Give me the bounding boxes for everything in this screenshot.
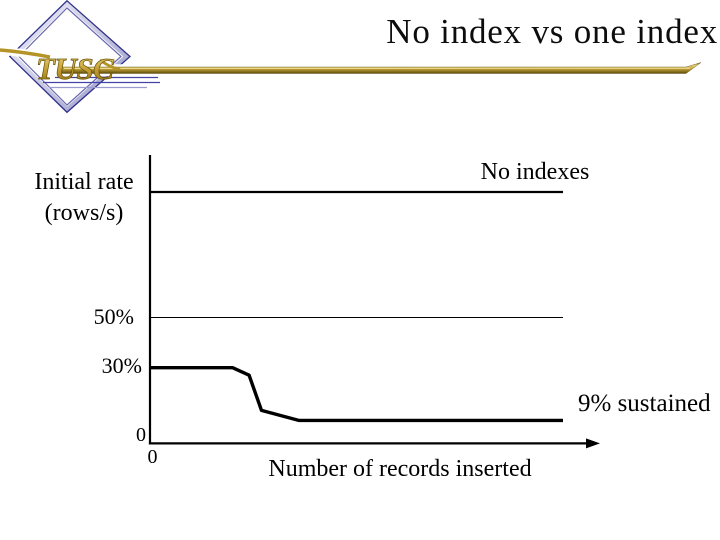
y-axis-label-line1: Initial rate: [34, 169, 134, 195]
logo-gold-connector: [99, 58, 121, 71]
y-axis-label: Initial rate (rows/s): [16, 167, 152, 229]
x-axis-label: Number of records inserted: [268, 456, 532, 482]
x-axis-arrow-icon: [586, 438, 600, 449]
y-axis-origin-label: 0: [136, 424, 146, 446]
y-axis-label-line2: (rows/s): [44, 200, 124, 226]
tusc-logo-text: TUSC: [36, 51, 114, 86]
x-axis-origin-label: 0: [147, 446, 158, 468]
sustained-rate-label: 9% sustained: [578, 390, 711, 417]
title-underline: [61, 62, 702, 74]
fifty-percent-label: 50%: [93, 304, 134, 329]
header-graphics: TUSC: [0, 0, 702, 114]
logo-accent-lines: [43, 76, 160, 89]
tusc-logo-diamond: [8, 0, 131, 114]
no-indexes-label: No indexes: [480, 159, 590, 185]
one-index-curve: [150, 366, 563, 423]
logo-gold-swoosh: [0, 48, 51, 59]
thirty-percent-label: 30%: [101, 353, 142, 378]
slide-title: No index vs one index: [386, 12, 718, 51]
